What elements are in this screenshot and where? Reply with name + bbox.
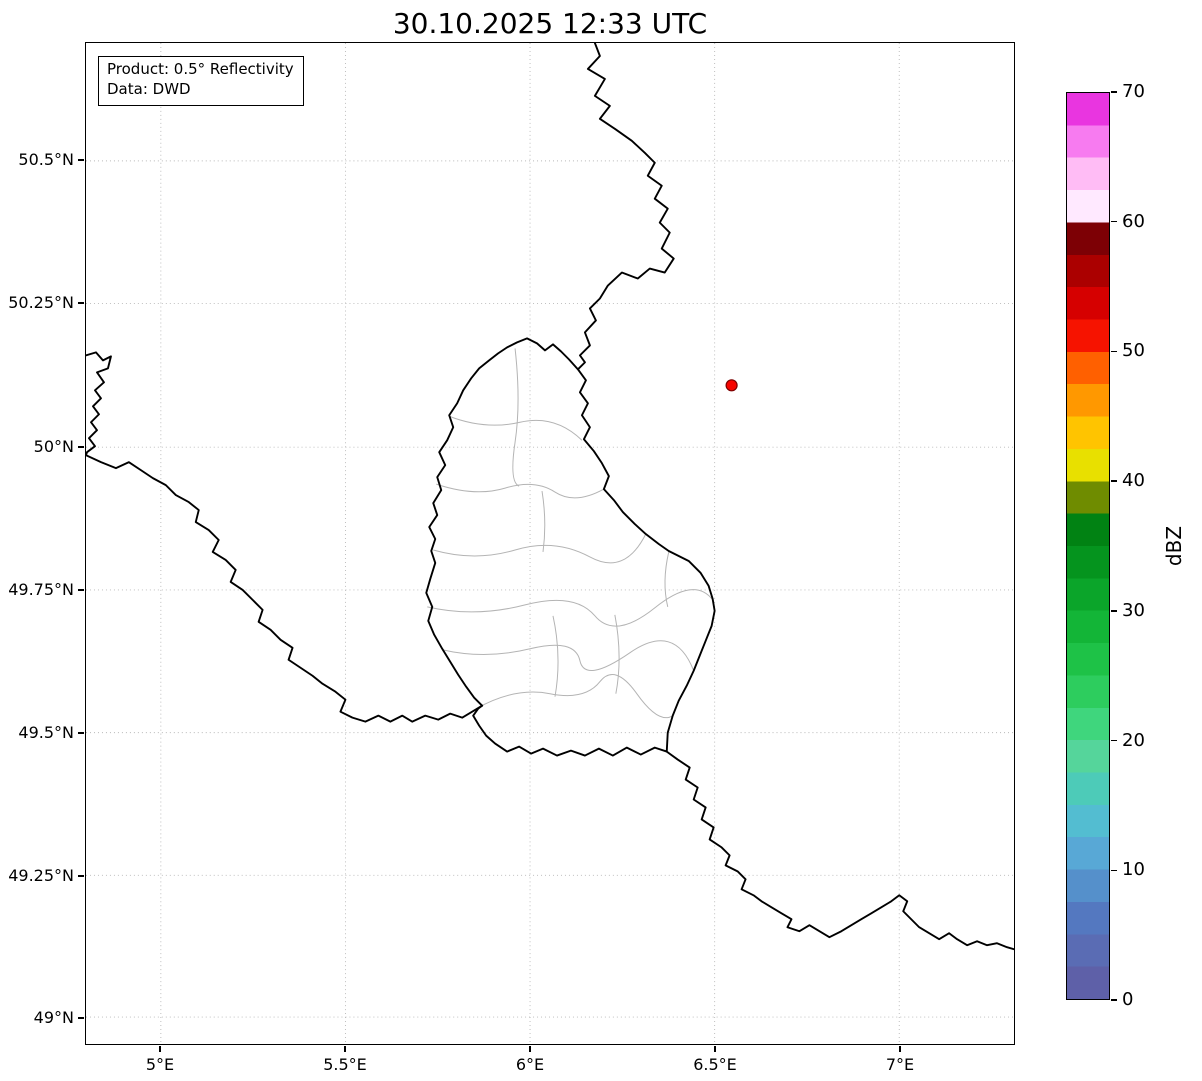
y-tick-label: 50.25°N (8, 293, 74, 312)
colorbar-tick-mark (1111, 350, 1117, 353)
y-axis-tick-mark (78, 732, 84, 734)
x-tick-label: 5°E (145, 1055, 175, 1074)
x-axis-tick-mark (159, 1046, 161, 1052)
radar-site-marker (725, 379, 738, 392)
canton-border (664, 551, 670, 607)
x-tick-label: 6.5°E (693, 1055, 737, 1074)
canton-border (442, 640, 695, 672)
y-axis-tick-mark (78, 589, 84, 591)
annotation-source: Data: DWD (107, 79, 191, 98)
x-tick-label: 7°E (885, 1055, 915, 1074)
border-france-germany (665, 750, 1014, 951)
colorbar-tick-label: 70 (1122, 81, 1145, 102)
colorbar-tick-label: 60 (1122, 210, 1145, 232)
canton-border (436, 483, 605, 499)
colorbar-tick-mark (1111, 869, 1117, 872)
y-tick-label: 50°N (33, 437, 74, 456)
colorbar-label: dBZ (1162, 525, 1186, 567)
y-tick-label: 49.5°N (18, 723, 74, 742)
annotation-product: Product: 0.5° Reflectivity (107, 60, 294, 78)
canton-border (614, 614, 620, 694)
canton-border (541, 491, 546, 553)
y-tick-label: 49°N (33, 1008, 74, 1027)
canton-border (433, 533, 647, 564)
y-axis-tick-mark (78, 875, 84, 877)
x-axis-tick-mark (529, 1046, 531, 1052)
annotation-box: Product: 0.5° Reflectivity Data: DWD (98, 56, 304, 106)
colorbar-tick-mark (1111, 739, 1117, 742)
y-tick-label: 49.75°N (8, 580, 74, 599)
colorbar-tick-label: 0 (1122, 989, 1134, 1010)
y-axis-tick-mark (78, 159, 84, 161)
colorbar-tick-mark (1111, 220, 1117, 223)
border-luxembourg (425, 337, 716, 757)
x-axis-tick-mark (714, 1046, 716, 1052)
x-axis-tick-mark (899, 1046, 901, 1052)
y-axis-tick-mark (78, 302, 84, 304)
y-tick-label: 49.25°N (8, 866, 74, 885)
gridlines (86, 43, 1014, 1044)
canton-border (427, 589, 714, 627)
colorbar (1066, 92, 1110, 1000)
border-france-belgium (86, 351, 484, 723)
colorbar-tick-label: 40 (1122, 470, 1145, 492)
colorbar-tick-label: 20 (1122, 729, 1145, 751)
canton-borders (427, 348, 714, 719)
x-axis-tick-mark (344, 1046, 346, 1052)
map-plot: Product: 0.5° Reflectivity Data: DWD (85, 42, 1015, 1045)
colorbar-tick-mark (1111, 480, 1117, 482)
marker-layer (725, 379, 738, 392)
colorbar-tick-label: 50 (1122, 340, 1145, 362)
colorbar-gradient (1067, 93, 1109, 999)
canton-border (449, 415, 583, 441)
colorbar-tick-mark (1111, 999, 1117, 1001)
country-borders (86, 43, 1014, 951)
colorbar-tick-mark (1111, 610, 1117, 612)
y-axis-tick-mark (78, 446, 84, 448)
figure-title: 30.10.2025 12:33 UTC (392, 7, 708, 40)
border-belgium-germany (576, 43, 675, 371)
colorbar-tick-mark (1111, 91, 1117, 93)
canton-border (512, 348, 520, 487)
colorbar-tick-label: 10 (1122, 859, 1145, 881)
canton-border (552, 615, 559, 697)
x-tick-label: 5.5°E (323, 1055, 367, 1074)
y-tick-label: 50.5°N (18, 150, 74, 170)
x-tick-label: 6°E (515, 1055, 545, 1074)
canton-border (475, 674, 674, 719)
colorbar-tick-label: 30 (1122, 599, 1145, 621)
y-axis-tick-mark (78, 1017, 84, 1019)
map-canvas (86, 43, 1014, 1044)
